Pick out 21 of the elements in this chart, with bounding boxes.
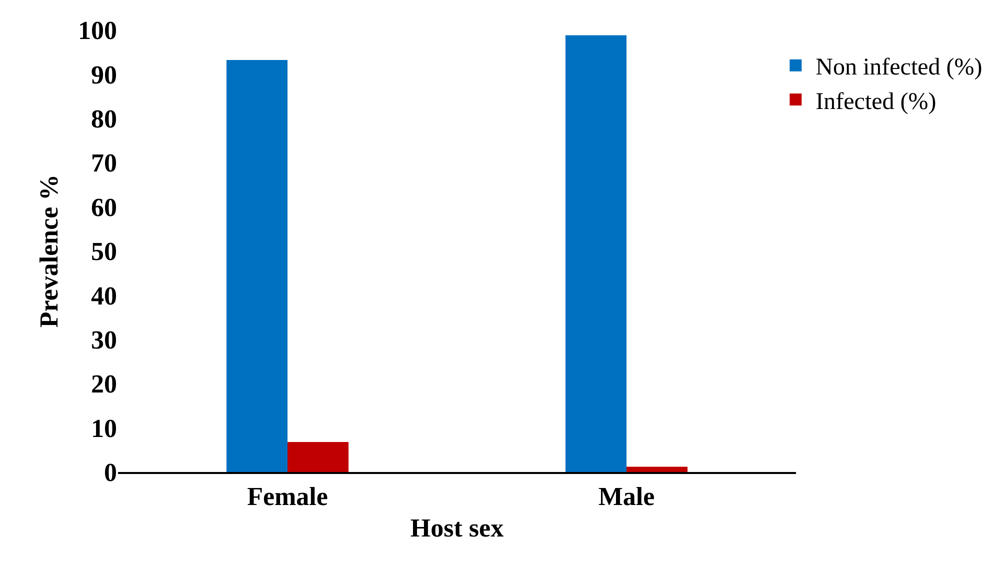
x-axis-title: Host sex xyxy=(410,513,504,542)
bar xyxy=(626,466,688,472)
y-tick-label: 30 xyxy=(91,326,117,354)
x-tick-label: Female xyxy=(247,482,328,512)
y-tick-label: 0 xyxy=(104,458,117,488)
bar xyxy=(565,35,626,472)
y-tick-label: 10 xyxy=(91,414,117,443)
bar xyxy=(288,442,349,472)
y-tick-label: 50 xyxy=(91,237,117,266)
y-tick-label: 90 xyxy=(91,60,117,90)
legend-label: Infected (%) xyxy=(816,88,936,115)
y-tick-label: 80 xyxy=(91,104,117,134)
y-tick-label: 60 xyxy=(91,192,117,222)
x-tick-label: Male xyxy=(598,482,655,512)
bar xyxy=(226,60,288,472)
y-tick-label: 20 xyxy=(91,370,117,399)
y-axis-title: Prevalence % xyxy=(34,174,64,328)
y-tick-label: 40 xyxy=(91,281,117,310)
y-tick-label: 70 xyxy=(91,148,117,178)
legend-label: Non infected (%) xyxy=(816,54,982,81)
y-tick-label: 100 xyxy=(78,16,117,46)
